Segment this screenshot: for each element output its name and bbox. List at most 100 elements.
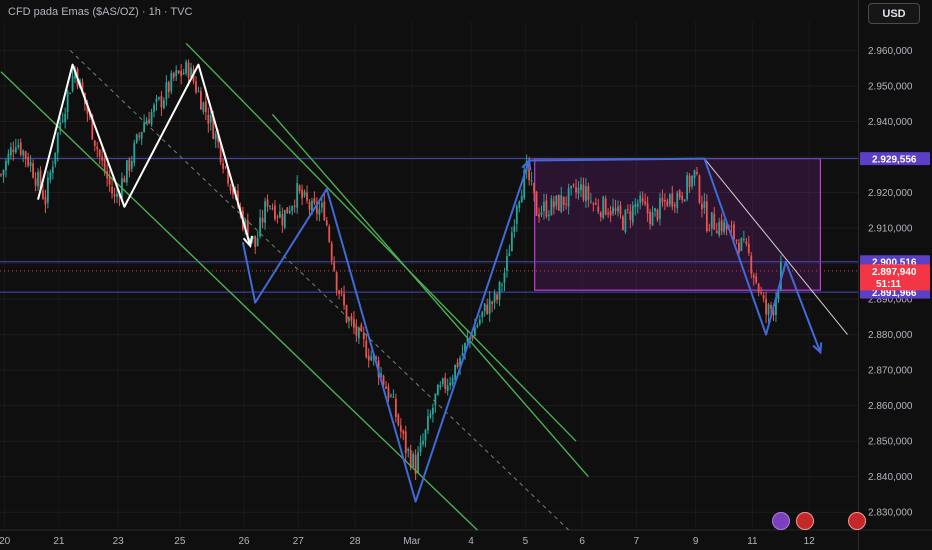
candle-body — [594, 203, 597, 205]
candle-body — [481, 311, 484, 318]
x-tick-label: 7 — [634, 536, 640, 547]
candle-body — [54, 152, 57, 165]
candle-body — [429, 413, 432, 418]
candle-body — [286, 207, 289, 214]
candle-body — [705, 201, 708, 232]
candle-body — [170, 73, 173, 92]
candle-body — [755, 276, 758, 283]
candle-body — [37, 172, 39, 187]
x-tick-label: 9 — [693, 536, 699, 547]
candle-body — [515, 206, 518, 224]
candle-body — [681, 195, 684, 200]
y-tick-label: 2.940,000 — [868, 117, 913, 128]
candle-body — [449, 382, 452, 386]
candle-body — [190, 67, 192, 78]
candle-body — [713, 213, 716, 230]
candle-body — [249, 238, 252, 241]
candle-body — [264, 201, 266, 223]
candle-body — [550, 198, 553, 216]
candle-body — [96, 146, 99, 150]
candle-body — [397, 414, 400, 425]
us-flag-icon[interactable] — [796, 512, 814, 530]
candle-body — [483, 303, 486, 312]
candle-body — [461, 352, 464, 356]
candle-body — [303, 191, 306, 197]
candle-body — [340, 291, 343, 293]
candle-body — [34, 178, 37, 186]
x-tick-label: 11 — [747, 536, 758, 547]
candle-body — [200, 91, 202, 110]
level-price-tag-label: 2.900,516 — [872, 258, 917, 269]
x-tick-label: 21 — [53, 536, 65, 547]
candle-body — [456, 362, 459, 368]
candle-body — [592, 203, 595, 205]
candle-body — [19, 142, 22, 155]
candle-body — [59, 122, 62, 131]
candle-body — [402, 430, 405, 434]
candle-body — [624, 209, 627, 232]
candle-body — [555, 195, 558, 206]
candle-body — [777, 290, 780, 300]
range-box — [534, 157, 821, 291]
candle-body — [617, 206, 619, 212]
candle-body — [622, 216, 624, 230]
candle-body — [86, 102, 89, 114]
current-price-tag-label: 2.897,940 — [872, 267, 917, 278]
candle-body — [506, 256, 508, 271]
candle-body — [557, 195, 560, 211]
candle-body — [283, 209, 286, 228]
candle-body — [446, 385, 449, 392]
us-flag-icon[interactable] — [848, 512, 866, 530]
candle-body — [350, 316, 353, 321]
candle-body — [311, 200, 313, 213]
y-tick-label: 2.840,000 — [868, 472, 913, 483]
candle-body — [738, 242, 740, 253]
candle-body — [360, 324, 363, 332]
candle-body — [612, 207, 614, 214]
candle-body — [503, 272, 506, 283]
candle-body — [464, 342, 466, 352]
candle-body — [343, 293, 345, 306]
candle-body — [572, 184, 575, 186]
chart-title: CFD pada Emas ($AS/OZ) · 1h · TVC — [8, 6, 193, 18]
candle-body — [540, 212, 543, 215]
candle-body — [143, 122, 146, 132]
candle-body — [629, 211, 632, 220]
current-price-tag — [860, 264, 930, 291]
x-tick-label: 12 — [804, 536, 816, 547]
candle-body — [688, 175, 691, 188]
candle-body — [392, 396, 395, 398]
candle-body — [666, 200, 669, 207]
candle-body — [501, 284, 503, 286]
candle-body — [362, 332, 365, 340]
candle-body — [646, 203, 649, 214]
candle-body — [641, 198, 644, 202]
candle-body — [32, 163, 34, 178]
candle-body — [39, 170, 42, 190]
candle-body — [432, 407, 434, 415]
x-tick-label: 25 — [174, 536, 186, 547]
y-tick-label: 2.920,000 — [868, 188, 913, 199]
candle-body — [61, 120, 64, 122]
candle-body — [735, 240, 738, 242]
candle-body — [382, 375, 385, 386]
currency-selector[interactable]: USD — [868, 3, 920, 24]
candle-body — [609, 211, 612, 216]
candle-body — [44, 197, 47, 205]
candle-body — [498, 282, 501, 300]
candle-body — [535, 191, 538, 216]
candle-body — [301, 189, 303, 199]
candle-body — [150, 111, 153, 125]
candle-body — [644, 201, 647, 204]
candle-body — [434, 393, 437, 406]
candle-body — [103, 158, 106, 173]
candle-body — [523, 170, 526, 199]
candle-body — [246, 220, 249, 240]
candle-body — [81, 81, 84, 93]
candle-body — [530, 180, 533, 182]
candle-body — [701, 203, 703, 210]
candle-body — [518, 201, 521, 208]
lightning-icon[interactable] — [772, 512, 790, 530]
candle-body — [325, 220, 328, 226]
